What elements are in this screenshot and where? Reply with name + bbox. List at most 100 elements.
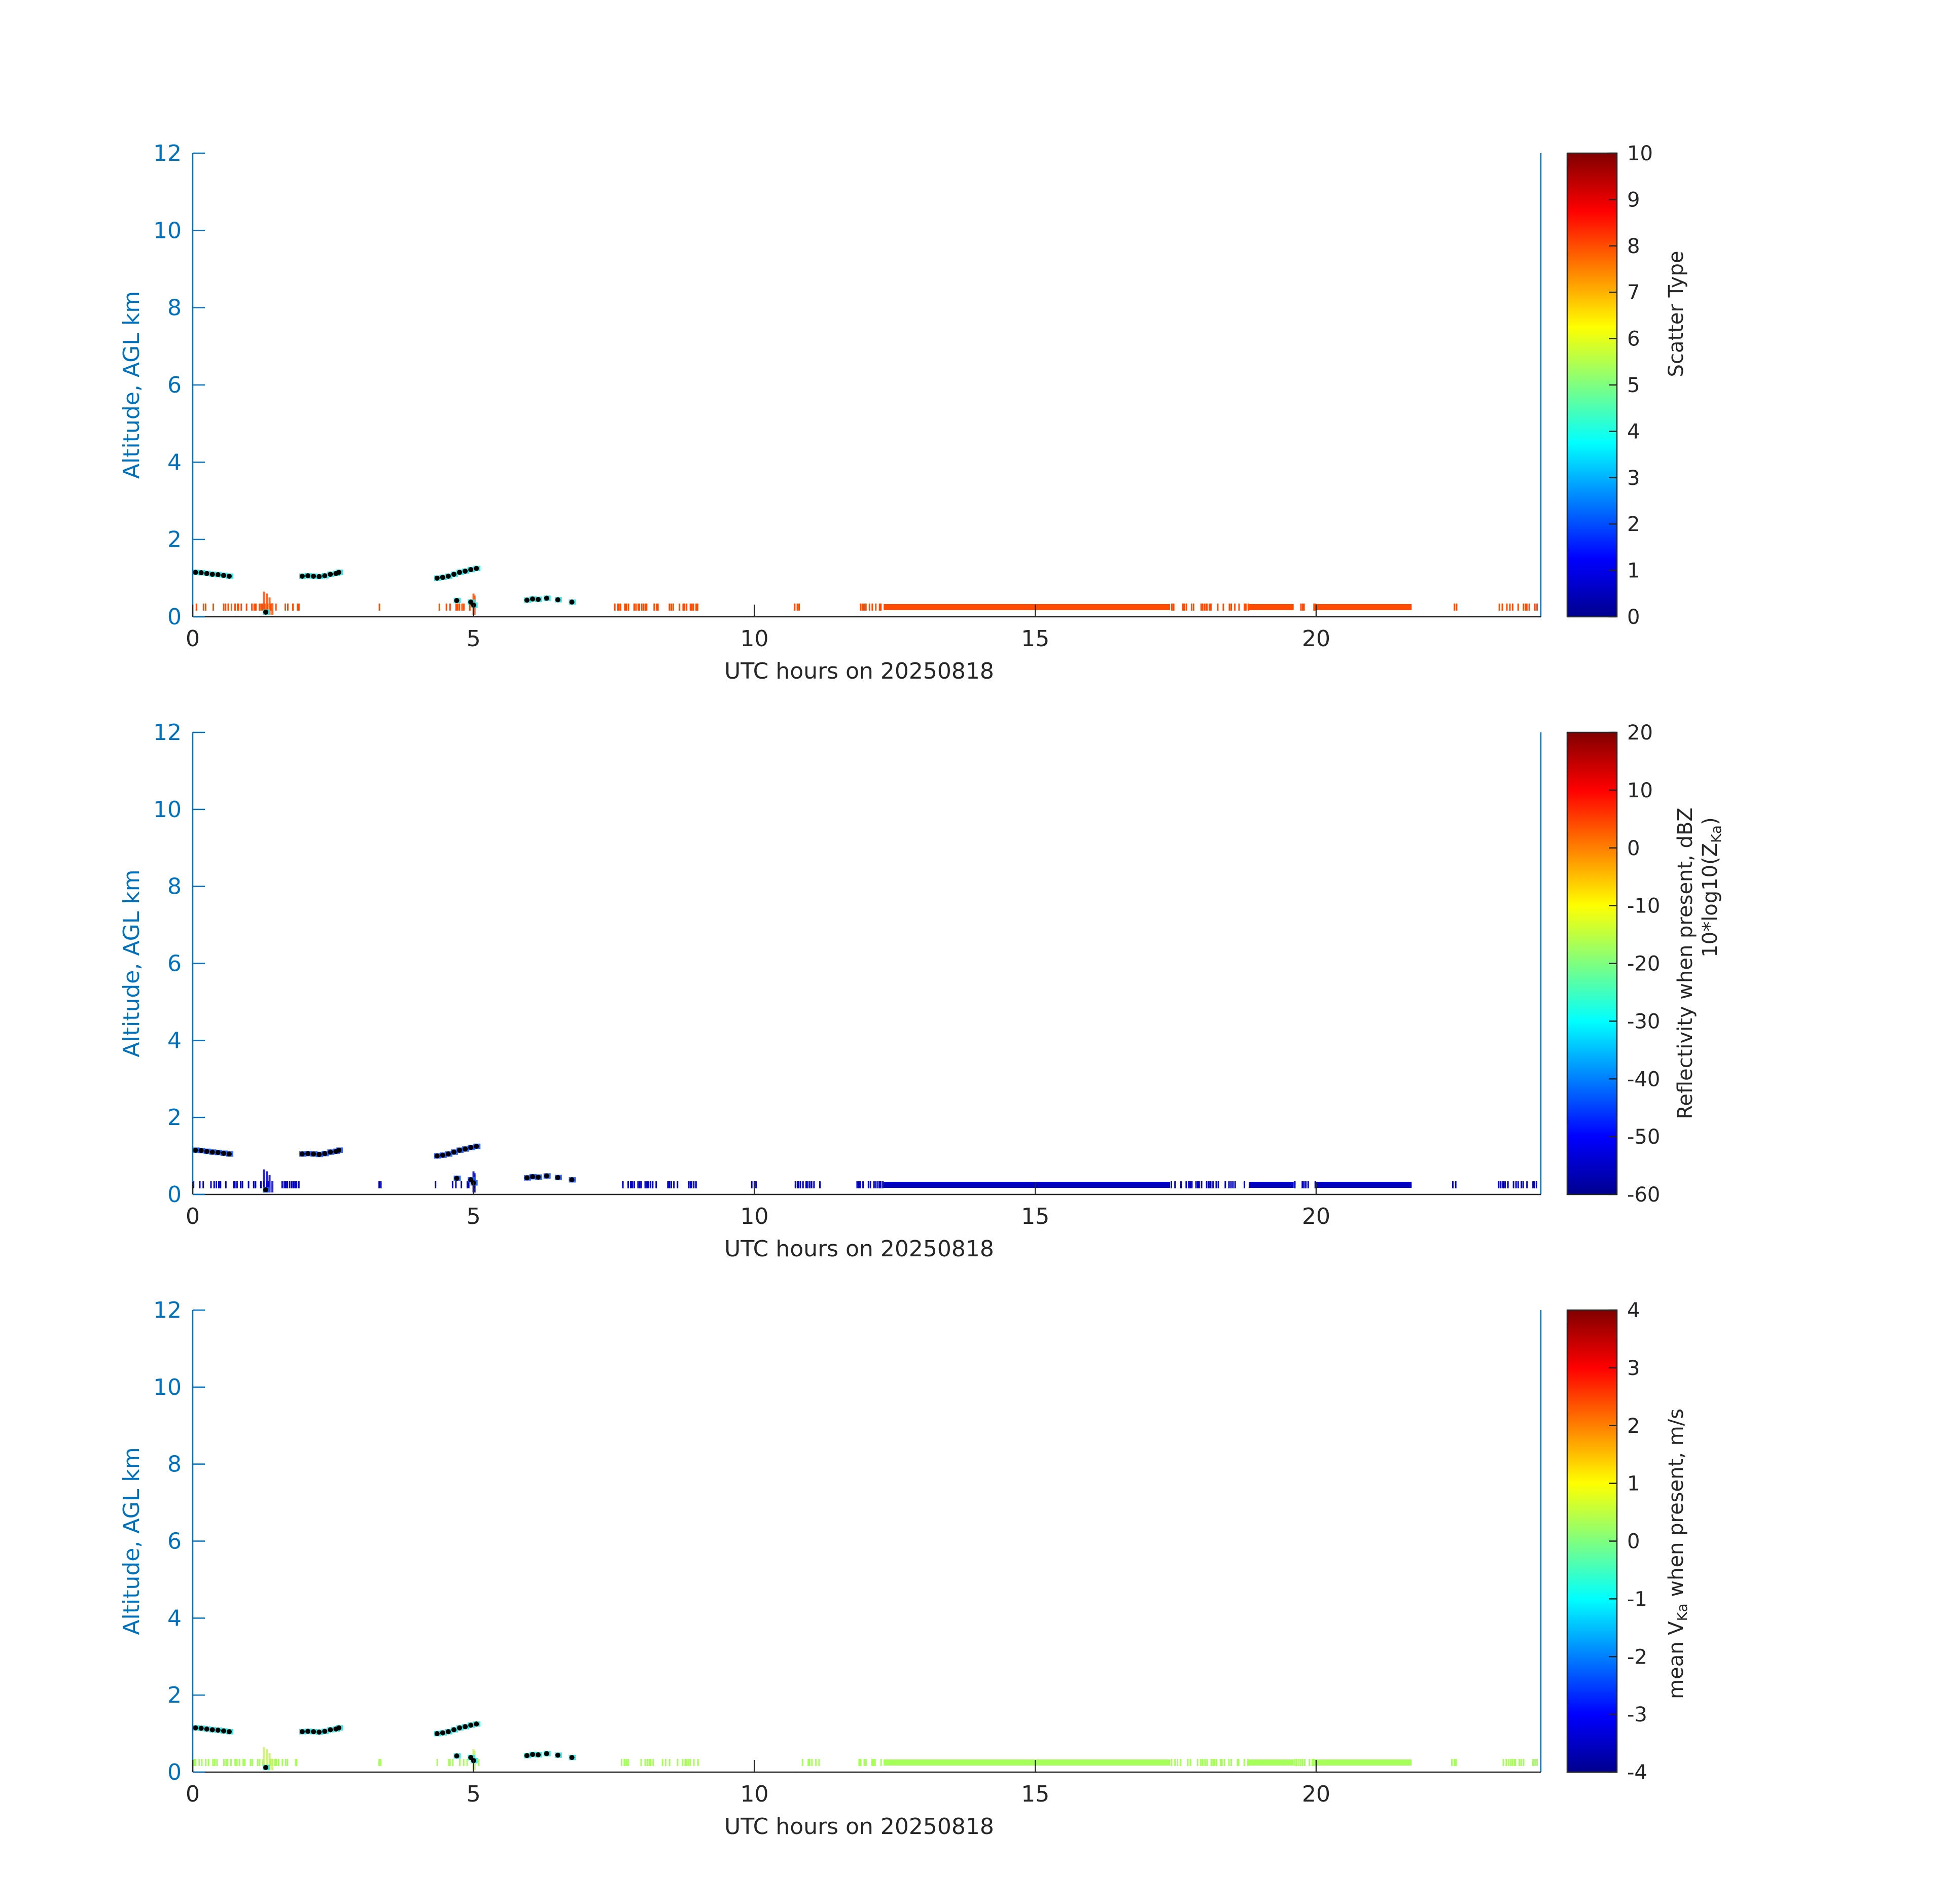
cloud-base-dot <box>305 573 311 579</box>
band-tick <box>614 603 616 611</box>
cloud-base-dot <box>536 1752 541 1757</box>
cloud-base-dot <box>299 574 305 579</box>
cloud-base-dot <box>322 1151 328 1156</box>
cloud-base-dot <box>463 569 468 574</box>
band-tick <box>287 1759 289 1767</box>
band-tick <box>646 1181 648 1189</box>
band-tick <box>1535 1181 1537 1189</box>
colorbar-tick-label: 1 <box>1627 1472 1640 1496</box>
band-tick <box>438 603 440 611</box>
band-tick <box>637 603 639 611</box>
colorbar-label-end: when present, m/s <box>1665 1408 1688 1603</box>
band-tick <box>1204 603 1206 611</box>
band-tick <box>223 1759 225 1767</box>
colorbar-tick-label: 20 <box>1627 721 1653 745</box>
precip-spike <box>268 1175 271 1193</box>
y-tick-label: 12 <box>153 140 182 166</box>
band-tick <box>204 603 206 611</box>
x-tick-label: 10 <box>740 626 769 652</box>
band-tick <box>1196 1759 1198 1767</box>
band-tick <box>449 603 451 611</box>
band-tick <box>216 1759 218 1767</box>
band-tick <box>807 1181 809 1189</box>
band-tick <box>240 603 242 611</box>
colorbar-tick-label: -50 <box>1627 1125 1660 1149</box>
band-tick <box>238 1759 240 1767</box>
band-tick <box>668 1181 671 1189</box>
y-tick-label: 6 <box>167 372 182 398</box>
cloud-base-dot <box>198 1725 204 1731</box>
band-tick <box>1171 603 1173 611</box>
band-tick <box>1195 1181 1197 1189</box>
band-tick <box>1177 1759 1179 1767</box>
band-tick <box>227 603 229 611</box>
band-tick <box>1209 603 1211 611</box>
band-tick <box>1315 603 1317 611</box>
band-tick <box>275 1759 277 1767</box>
band-tick <box>1197 1181 1199 1189</box>
band-tick <box>291 1181 293 1189</box>
cloud-base-dot <box>215 1727 221 1733</box>
band-tick <box>623 1759 625 1767</box>
band-tick <box>275 603 277 611</box>
cloud-base-dot <box>468 567 474 573</box>
band-tick <box>868 603 870 611</box>
band-tick <box>378 1181 380 1189</box>
band-tick <box>1192 603 1194 611</box>
band-tick <box>818 1759 820 1767</box>
band-tick <box>1243 1759 1245 1767</box>
cloud-base-dot <box>555 597 560 603</box>
band-tick <box>1506 603 1508 611</box>
cloud-base-dot <box>524 1753 530 1758</box>
band-tick <box>697 1759 699 1767</box>
band-tick <box>213 603 215 611</box>
cloud-base-dot <box>226 1729 232 1735</box>
band-tick <box>202 603 204 611</box>
band-tick <box>696 603 698 611</box>
band-tick <box>445 603 447 611</box>
band-tick <box>691 1181 693 1189</box>
y-tick-label: 4 <box>167 449 182 475</box>
band-tick <box>448 1759 450 1767</box>
band-tick <box>281 1181 283 1189</box>
band-tick <box>199 1181 201 1189</box>
band-tick <box>225 1181 227 1189</box>
band-tick <box>250 1759 252 1767</box>
band-tick <box>251 603 253 611</box>
x-tick-label: 0 <box>186 626 200 652</box>
band-tick <box>858 1181 860 1189</box>
x-tick-label: 20 <box>1302 1204 1330 1229</box>
colorbar-gradient <box>1567 732 1617 1194</box>
y-tick-label: 10 <box>153 218 182 243</box>
band-segment <box>1316 604 1412 610</box>
band-tick <box>1526 603 1528 611</box>
precip-spike <box>263 591 265 615</box>
band-tick <box>650 1759 652 1767</box>
band-tick <box>281 1759 284 1767</box>
precip-spike <box>265 593 268 615</box>
band-tick <box>1198 1181 1200 1189</box>
band-tick <box>236 1759 238 1767</box>
band-tick <box>223 603 225 611</box>
band-tick <box>637 1181 639 1189</box>
colorbar-tick-label: 6 <box>1627 328 1640 351</box>
band-tick <box>289 1181 291 1189</box>
band-tick <box>668 1759 671 1767</box>
band-tick <box>1514 1759 1516 1767</box>
band-tick <box>627 603 629 611</box>
band-tick <box>1228 1181 1230 1189</box>
x-tick-label: 0 <box>186 1781 200 1807</box>
cloud-base-dot <box>198 570 204 576</box>
y-tick-label: 2 <box>167 1682 182 1708</box>
band-tick <box>274 1759 276 1767</box>
cloud-base-dot <box>311 1151 316 1157</box>
colorbar-tick-label: 4 <box>1627 420 1640 443</box>
band-tick <box>461 1181 463 1189</box>
band-tick <box>668 603 671 611</box>
band-tick <box>449 1759 451 1767</box>
precip-spike <box>268 1753 271 1771</box>
precip-spike <box>271 603 274 615</box>
band-segment <box>1249 1759 1294 1766</box>
cloud-base-dot <box>322 1729 328 1734</box>
